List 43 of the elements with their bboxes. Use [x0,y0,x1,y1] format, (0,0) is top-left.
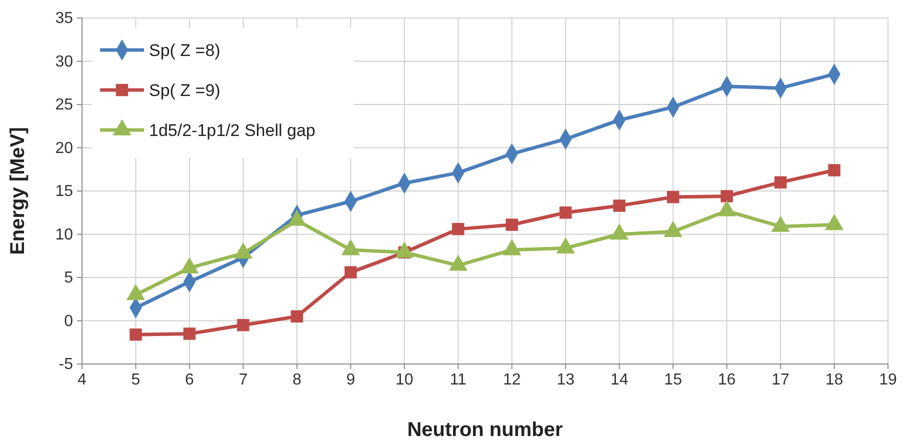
x-tick-label: 16 [718,371,736,388]
y-tick-label: 15 [55,183,74,200]
x-tick-label: 9 [346,371,356,388]
y-tick-label: 0 [64,312,74,330]
point [774,176,787,188]
legend-label: Sp( Z =8) [149,41,220,60]
x-tick-label: 12 [502,371,521,388]
point [613,200,626,212]
x-tick-label: 6 [185,371,194,388]
x-tick-label: 15 [664,371,682,388]
y-tick-label: 30 [55,53,74,70]
x-tick-label: 13 [556,371,575,388]
point [452,222,464,236]
legend-label: Sp( Z =9) [149,81,220,100]
x-tick-label: 14 [610,371,628,388]
point [237,318,250,332]
x-tick-label: 4 [78,371,87,388]
y-tick-label: -5 [58,356,74,374]
y-tick-label: 20 [55,140,74,157]
y-tick-label: 10 [55,226,74,244]
point [559,206,572,219]
x-tick-label: 17 [772,371,790,388]
point [130,328,142,341]
y-axis-title: Energy [MeV] [7,127,29,255]
point [720,190,733,202]
x-tick-label: 18 [825,371,844,388]
point [290,310,304,323]
legend-label: 1d5/2-1p1/2 Shell gap [149,121,316,140]
point [506,218,518,231]
x-tick-label: 10 [396,371,414,388]
point [828,164,840,176]
point [183,328,196,340]
x-axis-title: Neutron number [407,419,563,441]
x-tick-label: 8 [292,371,302,388]
x-tick-label: 7 [238,371,248,388]
point [344,266,357,278]
x-tick-label: 5 [131,371,140,388]
y-tick-label: 25 [55,96,74,114]
y-tick-label: 5 [64,270,74,287]
x-tick-label: 11 [450,371,467,388]
y-tick-label: 35 [55,10,74,28]
point [666,190,680,204]
x-tick-label: 19 [879,371,897,388]
